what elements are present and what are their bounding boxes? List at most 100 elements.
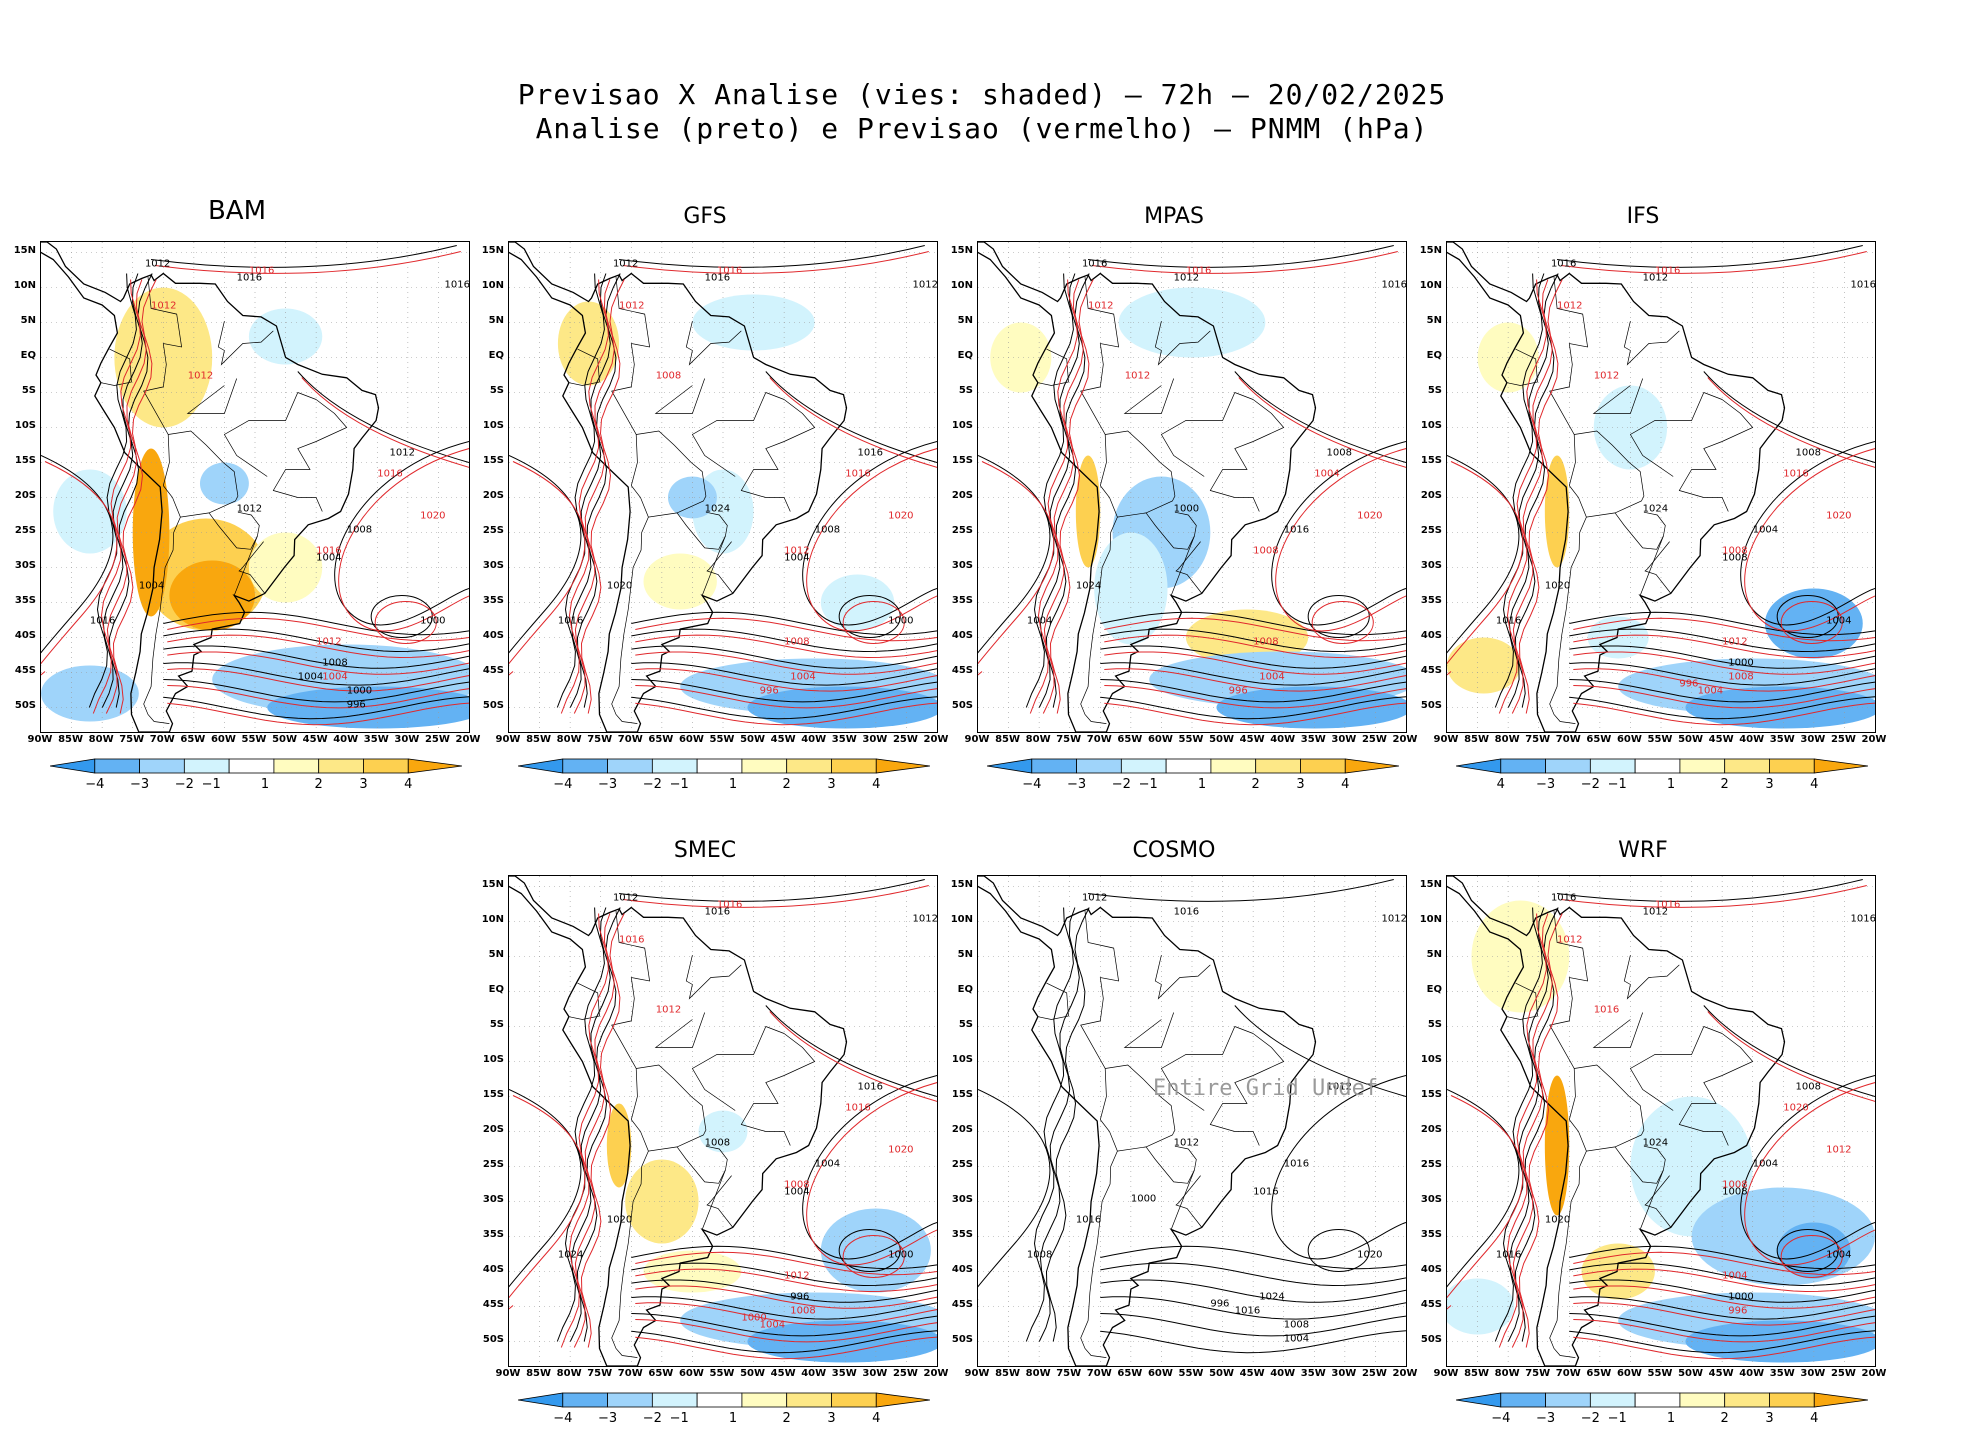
lon-tick-label: 85W	[58, 734, 84, 745]
analysis-isobar	[1507, 907, 1549, 1342]
isobar-label-analysis: 1016	[90, 616, 115, 627]
lon-tick-label: 55W	[709, 1368, 735, 1379]
colorbar-swatch	[562, 758, 608, 774]
analysis-isobar	[1556, 245, 1863, 268]
country-border	[691, 1026, 785, 1111]
isobar-label-analysis: 1008	[1284, 1320, 1309, 1331]
country-border	[1644, 1175, 1672, 1228]
forecast-isobar	[635, 668, 937, 692]
isobar-label-analysis: 1008	[1027, 1250, 1052, 1261]
lon-tick-label: 75W	[1525, 1368, 1551, 1379]
colorbar-tick-label: −1	[669, 1411, 689, 1426]
lat-tick-label: 10S	[482, 1053, 504, 1065]
analysis-isobar	[1271, 441, 1406, 626]
isobar-label-forecast: 1008	[790, 1306, 815, 1317]
country-border	[1678, 399, 1754, 512]
analysis-isobar	[631, 1279, 937, 1303]
forecast-isobar	[1573, 1268, 1875, 1293]
graticule	[509, 876, 937, 1366]
analysis-isobar	[1045, 907, 1090, 1342]
forecast-isobar	[635, 685, 937, 709]
lon-tick-label: 75W	[1056, 1368, 1082, 1379]
analysis-isobar	[1025, 907, 1074, 1342]
country-border	[238, 541, 266, 594]
lon-tick-label: 55W	[241, 734, 267, 745]
isobar-label-forecast: 1020	[888, 511, 913, 522]
lat-tick-label: 45S	[951, 1298, 973, 1310]
lat-tick-label: 25S	[951, 524, 973, 536]
isobar-label-analysis: 1020	[1545, 1215, 1570, 1226]
lon-tick-label: 90W	[1433, 734, 1459, 745]
panel-title-mpas: MPAS	[1144, 204, 1204, 229]
panel-bam: BAM 1012 1016 1016 1012 1008 1004 1016 1012 1004 1…	[2, 196, 481, 816]
forecast-isobar	[1311, 601, 1374, 644]
isobar-label-analysis: 1004	[1753, 1159, 1778, 1170]
country-border	[1623, 955, 1680, 1000]
lon-tick-label: 45W	[1239, 734, 1265, 745]
analysis-isobar	[1569, 679, 1875, 703]
colorbar-swatch	[1589, 1392, 1636, 1408]
bias-area-pos2	[1581, 1243, 1655, 1300]
forecast-isobar	[1573, 1285, 1875, 1309]
lon-tick-label: 85W	[1464, 1368, 1490, 1379]
colorbar-swatch	[183, 758, 230, 774]
lon-tick-label: 65W	[648, 1368, 674, 1379]
panel-smec: SMEC 1012 1016 1012 1016 1004 1020 1024 1008 1004…	[470, 830, 949, 1450]
analysis-isobar	[1569, 1279, 1875, 1303]
country-border	[1123, 1012, 1175, 1048]
country-border	[1506, 982, 1538, 1020]
forecast-isobar	[1518, 913, 1563, 1348]
isobar-label-forecast: 1004	[1259, 672, 1284, 683]
isobar-label-analysis: 1020	[607, 581, 632, 592]
lon-tick-label: 25W	[1830, 734, 1856, 745]
coastline	[509, 876, 848, 1366]
bias-area-pos3	[1544, 455, 1570, 568]
country-border	[1175, 541, 1203, 594]
colorbar-tick-label: −2	[642, 1411, 662, 1426]
isobar-label-analysis: 1004	[784, 553, 809, 564]
country-border	[1080, 516, 1118, 724]
lon-tick-label: 45W	[1239, 1368, 1265, 1379]
colorbar-swatch	[1031, 758, 1077, 774]
lon-tick-label: 20W	[1392, 734, 1418, 745]
bias-area-pos2	[1447, 637, 1521, 694]
coastline	[509, 242, 848, 732]
lat-tick-label: EQ	[1426, 983, 1442, 995]
lat-tick-label: 25S	[951, 1158, 973, 1170]
analysis-isobar	[334, 441, 469, 626]
forecast-isobar	[622, 251, 929, 274]
colorbar-swatch	[1545, 758, 1591, 774]
colorbar-tick-label: 4	[1810, 777, 1819, 792]
lat-tick-label: 5N	[957, 314, 973, 326]
lon-tick-label: 75W	[119, 734, 145, 745]
lon-tick-label: 90W	[495, 734, 521, 745]
analysis-isobar	[1234, 1005, 1406, 1097]
isobar-label-analysis: 1016	[705, 273, 730, 284]
colorbar-swatch	[696, 758, 743, 774]
analysis-isobar	[297, 371, 469, 463]
bias-area-pos4	[1544, 1075, 1570, 1216]
colorbar-swatch	[741, 1392, 788, 1408]
isobar-label-forecast: 1008	[1253, 637, 1278, 648]
analysis-isobar	[1569, 1296, 1875, 1320]
forecast-isobar	[1498, 279, 1547, 714]
colorbar-swatch	[1679, 758, 1726, 774]
lat-tick-label: 20S	[14, 489, 36, 501]
isobar-label-forecast: 1016	[316, 546, 341, 557]
isobar-label-analysis: 1016	[1284, 525, 1309, 536]
analysis-isobar	[978, 455, 1051, 667]
forecast-isobar	[1104, 685, 1406, 709]
forecast-isobar	[167, 651, 469, 675]
isobar-label-forecast: 1016	[1783, 469, 1808, 480]
lat-tick-label: 25S	[482, 524, 504, 536]
forecast-isobar	[1049, 279, 1094, 714]
lon-tick-label: 25W	[1361, 1368, 1387, 1379]
map-wrf: 1016 1012 1016 1008 1004 1020 1016 1024 1008 1004…	[1446, 875, 1876, 1367]
country-border	[676, 1145, 728, 1184]
isobar-label-analysis: 1012	[1174, 273, 1199, 284]
country-border	[1100, 1064, 1176, 1152]
analysis-isobar	[569, 273, 611, 708]
country-border	[1592, 378, 1644, 414]
lon-tick-label: 70W	[1086, 1368, 1112, 1379]
lon-tick-label: 45W	[1708, 1368, 1734, 1379]
